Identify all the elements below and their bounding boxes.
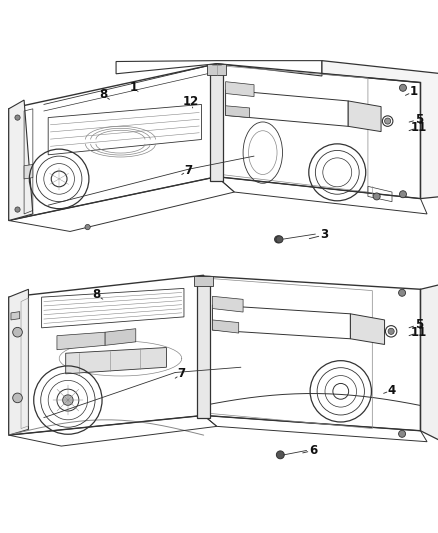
- Text: 8: 8: [92, 288, 100, 302]
- Polygon shape: [212, 296, 243, 312]
- Circle shape: [385, 118, 391, 124]
- Text: 3: 3: [320, 229, 328, 241]
- Text: 11: 11: [410, 120, 427, 134]
- Circle shape: [275, 236, 282, 243]
- Polygon shape: [226, 106, 250, 118]
- Circle shape: [399, 191, 406, 198]
- Text: 5: 5: [415, 113, 423, 126]
- Text: 6: 6: [309, 444, 317, 457]
- Text: 7: 7: [178, 367, 186, 381]
- Polygon shape: [420, 284, 438, 442]
- Circle shape: [399, 84, 406, 91]
- Circle shape: [13, 327, 22, 337]
- Text: 1: 1: [410, 85, 418, 98]
- Polygon shape: [226, 82, 254, 96]
- Circle shape: [13, 393, 22, 403]
- Circle shape: [373, 193, 380, 200]
- Text: 5: 5: [415, 318, 423, 331]
- Polygon shape: [24, 165, 33, 179]
- Polygon shape: [105, 329, 136, 345]
- Polygon shape: [350, 314, 385, 344]
- Text: 12: 12: [182, 95, 199, 108]
- Polygon shape: [210, 64, 223, 181]
- Circle shape: [399, 289, 406, 296]
- Circle shape: [399, 430, 406, 437]
- Text: 1: 1: [130, 82, 138, 94]
- Polygon shape: [9, 289, 28, 435]
- Circle shape: [63, 395, 73, 405]
- Text: 7: 7: [184, 164, 192, 176]
- Polygon shape: [322, 61, 438, 199]
- Circle shape: [276, 451, 284, 459]
- Text: 11: 11: [410, 326, 427, 338]
- Polygon shape: [194, 276, 213, 286]
- Circle shape: [15, 207, 20, 212]
- Polygon shape: [66, 348, 166, 374]
- Polygon shape: [197, 276, 210, 418]
- Text: 4: 4: [388, 384, 396, 397]
- Circle shape: [85, 224, 90, 230]
- Polygon shape: [348, 101, 381, 132]
- Circle shape: [276, 236, 283, 243]
- Circle shape: [388, 328, 394, 334]
- Text: 8: 8: [99, 88, 107, 101]
- Polygon shape: [9, 100, 33, 221]
- Circle shape: [15, 115, 20, 120]
- Polygon shape: [57, 332, 105, 350]
- Polygon shape: [207, 64, 226, 75]
- Polygon shape: [212, 320, 239, 333]
- Polygon shape: [11, 312, 20, 320]
